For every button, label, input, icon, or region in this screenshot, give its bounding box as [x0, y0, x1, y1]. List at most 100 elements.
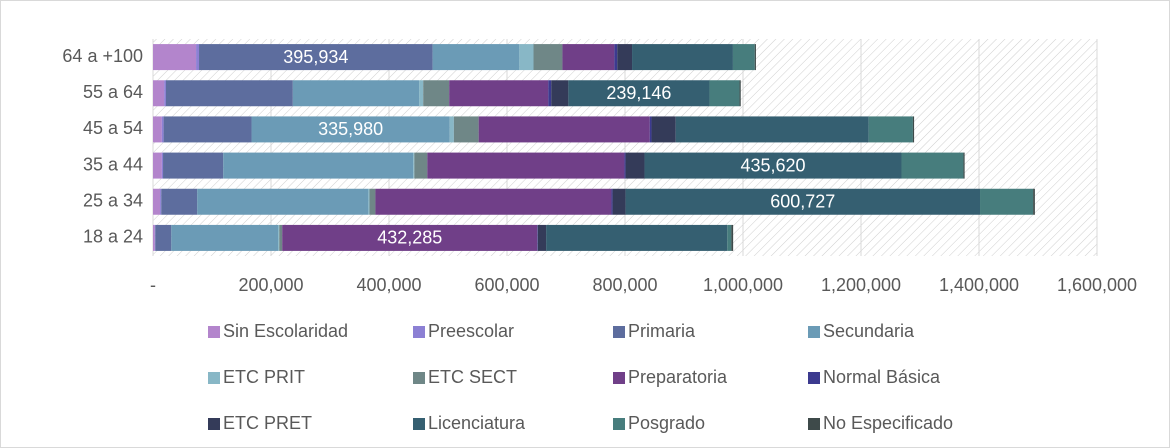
bar-segment — [153, 152, 162, 179]
x-tick-label: 1,000,000 — [703, 275, 783, 295]
x-tick-label: - — [150, 275, 156, 295]
bar-segment — [449, 116, 454, 143]
bar-segment — [369, 188, 376, 215]
bar-segment — [153, 44, 197, 71]
legend-swatch — [808, 326, 820, 338]
bar-segment — [164, 80, 166, 107]
bar-segment — [963, 152, 965, 179]
bar-segment — [632, 44, 733, 71]
bar-segment — [644, 152, 902, 179]
bar-segment — [423, 80, 450, 107]
bar-segment — [675, 116, 869, 143]
value-label: 435,620 — [740, 155, 805, 175]
y-tick-label: 45 a 54 — [83, 118, 143, 138]
bar-segment — [651, 116, 676, 143]
legend-label: ETC PRET — [223, 413, 312, 433]
bar-segment — [709, 80, 740, 107]
bar-segment — [980, 188, 1034, 215]
bar-segment — [223, 152, 414, 179]
bar-segment — [155, 224, 172, 251]
value-label: 600,727 — [770, 192, 835, 212]
bar-segment — [432, 44, 520, 71]
bar-segment — [453, 116, 479, 143]
bar-segment — [160, 188, 162, 215]
bar-segment — [533, 44, 563, 71]
bar-segment — [165, 80, 293, 107]
x-tick-label: 200,000 — [238, 275, 303, 295]
x-tick-label: 1,600,000 — [1057, 275, 1137, 295]
bar-segment — [901, 152, 964, 179]
bar-segment — [568, 80, 710, 107]
legend-label: Primaria — [628, 321, 696, 341]
bar-segment — [731, 224, 734, 251]
legend-label: ETC PRIT — [223, 367, 305, 387]
bar-segment — [292, 80, 420, 107]
legend-swatch — [613, 372, 625, 384]
bar-segment — [537, 224, 547, 251]
legend-label: Sin Escolaridad — [223, 321, 348, 341]
legend-label: Preescolar — [428, 321, 514, 341]
value-label: 432,285 — [377, 228, 442, 248]
legend-swatch — [208, 372, 220, 384]
x-tick-label: 1,200,000 — [821, 275, 901, 295]
legend-label: Licenciatura — [428, 413, 526, 433]
bar-segment — [624, 152, 626, 179]
bar-segment — [197, 188, 369, 215]
legend-label: Posgrado — [628, 413, 705, 433]
bar-segment — [154, 224, 156, 251]
x-tick-label: 600,000 — [474, 275, 539, 295]
bar-segment — [868, 116, 913, 143]
legend-label: Preparatoria — [628, 367, 728, 387]
bar-segment — [727, 224, 732, 251]
y-tick-label: 64 a +100 — [62, 46, 143, 66]
bar-segment — [153, 116, 162, 143]
legend-swatch — [413, 418, 425, 430]
bar-segment — [611, 188, 613, 215]
y-tick-label: 55 a 64 — [83, 82, 143, 102]
bar-segment — [419, 80, 424, 107]
bar-segment — [153, 188, 161, 215]
bar-segment — [161, 188, 198, 215]
bar-segment — [617, 44, 633, 71]
bar-segment — [153, 80, 165, 107]
bar-segment — [732, 44, 755, 71]
bar-segment — [612, 188, 626, 215]
y-tick-label: 18 a 24 — [83, 227, 143, 247]
bar-segment — [614, 44, 618, 71]
legend-swatch — [613, 418, 625, 430]
bar-segment — [449, 80, 549, 107]
bar-segment — [163, 152, 224, 179]
x-tick-label: 400,000 — [356, 275, 421, 295]
legend-label: ETC SECT — [428, 367, 517, 387]
bar-segment — [171, 224, 279, 251]
bar-segment — [163, 116, 252, 143]
bar-segment — [161, 152, 164, 179]
bar-segment — [562, 44, 615, 71]
x-tick-label: 1,400,000 — [939, 275, 1019, 295]
bar-segment — [427, 152, 625, 179]
bar-segment — [375, 188, 612, 215]
bar-segment — [161, 116, 164, 143]
y-tick-label: 25 a 34 — [83, 191, 143, 211]
legend-swatch — [413, 372, 425, 384]
legend-swatch — [613, 326, 625, 338]
bar-segment — [282, 224, 538, 251]
bar-segment — [739, 80, 741, 107]
legend-swatch — [208, 418, 220, 430]
value-label: 395,934 — [283, 47, 348, 67]
legend-swatch — [208, 326, 220, 338]
bar-segment — [278, 224, 280, 251]
legend-swatch — [808, 372, 820, 384]
bar-segment — [196, 44, 200, 71]
bar-segment — [368, 188, 370, 215]
y-tick-label: 35 a 44 — [83, 154, 143, 174]
legend-label: Normal Básica — [823, 367, 941, 387]
bar-segment — [279, 224, 283, 251]
bar-segment — [478, 116, 650, 143]
legend-label: No Especificado — [823, 413, 953, 433]
bar-segment — [519, 44, 534, 71]
bar-segment — [199, 44, 433, 71]
bar-segment — [548, 80, 552, 107]
value-label: 335,980 — [318, 119, 383, 139]
